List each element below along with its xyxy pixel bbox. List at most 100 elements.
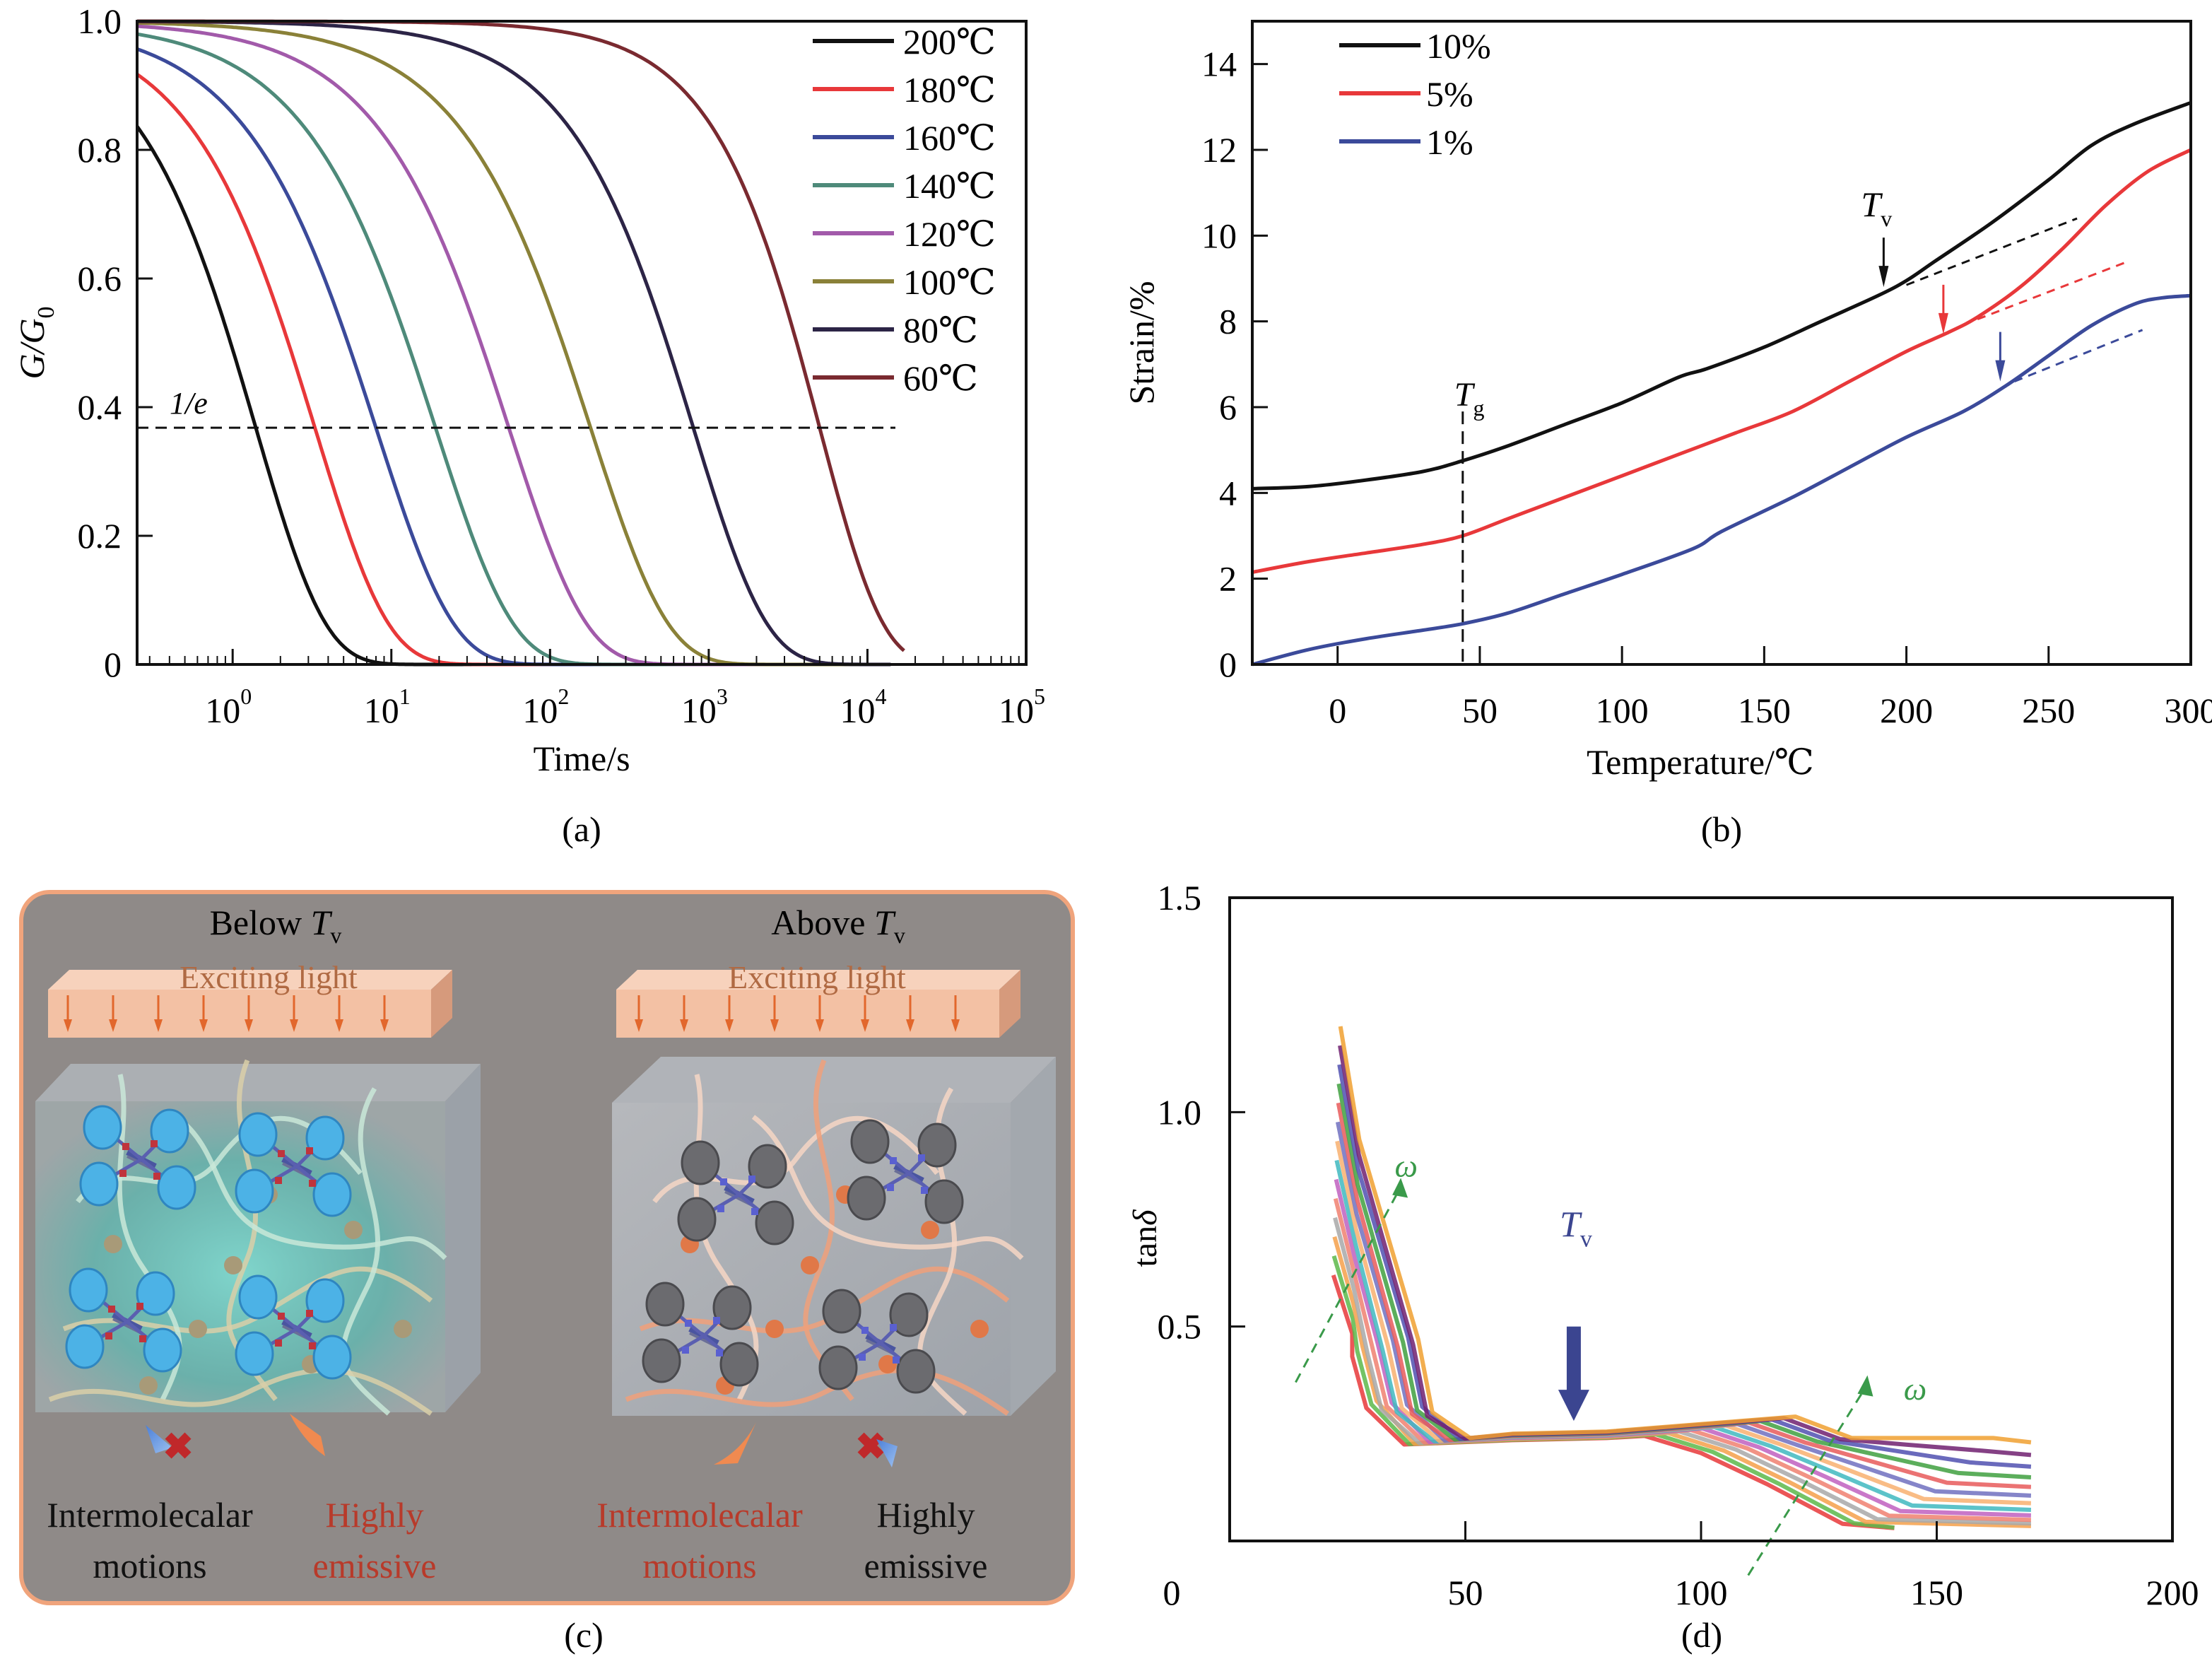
y-tick-label: 4 bbox=[1219, 473, 1237, 512]
crosslink-bead bbox=[801, 1256, 819, 1274]
frequency-series-line-12 bbox=[1338, 1045, 2032, 1458]
crosslink-bead bbox=[344, 1221, 363, 1239]
light-ray-arrowhead-icon bbox=[154, 1019, 163, 1032]
cross-icon: ✖ bbox=[163, 1427, 194, 1467]
series-line-7 bbox=[137, 19, 905, 652]
y-tick-label: 0 bbox=[1219, 645, 1237, 684]
x-tick-label: 100 bbox=[205, 684, 252, 730]
polymer-chain bbox=[625, 1368, 1010, 1416]
x-tick-label: 300 bbox=[2165, 691, 2212, 730]
caption-a: (a) bbox=[562, 809, 601, 849]
x-tick-label: 105 bbox=[999, 684, 1045, 730]
tv-label: Tv bbox=[1560, 1204, 1592, 1252]
y-tick-label: 6 bbox=[1219, 387, 1237, 427]
x-tick-label: 50 bbox=[1462, 691, 1498, 730]
x-axis-label: Time/s bbox=[533, 739, 630, 778]
crosslink-bead bbox=[765, 1320, 784, 1338]
legend-label: 80℃ bbox=[903, 310, 978, 350]
light-source-bar: Exciting light bbox=[48, 959, 452, 1038]
y-tick-label: 1.0 bbox=[1158, 1092, 1202, 1132]
light-source-bar: Exciting light bbox=[616, 959, 1020, 1038]
polymer-chain bbox=[803, 1059, 854, 1402]
above-tv-scene: Above Tv Exciting light ✖ Intermolecalar bbox=[596, 903, 1056, 1585]
x-tick-label: 102 bbox=[522, 684, 569, 730]
light-ray-arrowhead-icon bbox=[64, 1019, 72, 1032]
x-tick-label: 101 bbox=[364, 684, 411, 730]
crosslink-bead bbox=[970, 1320, 989, 1338]
x-tick-label: 200 bbox=[1880, 691, 1933, 730]
blocked-emission-arrow-icon bbox=[876, 1439, 898, 1467]
y-tick-label: 1.5 bbox=[1158, 878, 1202, 918]
emission-arrow-icon bbox=[290, 1414, 325, 1456]
motion-arrow-icon bbox=[714, 1422, 756, 1465]
tv-arrow-icon bbox=[1938, 312, 1948, 334]
legend-label: 160℃ bbox=[903, 118, 996, 158]
below-tv-title: Below Tv bbox=[210, 903, 342, 948]
omega-trend-arrow-right bbox=[1747, 1385, 1867, 1576]
caption-b: (b) bbox=[1701, 809, 1742, 849]
crosslink-bead bbox=[189, 1320, 207, 1338]
emissive-label-line2: emissive bbox=[313, 1546, 437, 1585]
y-tick-label: 8 bbox=[1219, 302, 1237, 341]
x-tick-label: 100 bbox=[1596, 691, 1649, 730]
x-tick-label: 100 bbox=[1675, 1573, 1728, 1612]
polymer-chain bbox=[693, 1074, 759, 1401]
tangent-line bbox=[2013, 329, 2143, 382]
y-tick-label: 1.0 bbox=[78, 1, 122, 41]
y-tick-label: 0.5 bbox=[1158, 1307, 1202, 1347]
motions-label-line1: Intermolecalar bbox=[47, 1495, 253, 1535]
y-axis-label: Strain/% bbox=[1122, 281, 1161, 405]
light-ray-arrowhead-icon bbox=[951, 1019, 960, 1032]
exciting-light-label: Exciting light bbox=[180, 959, 358, 995]
crosslink-bead bbox=[104, 1235, 122, 1253]
cube-above bbox=[612, 1057, 1056, 1416]
series-line-4 bbox=[136, 24, 784, 667]
tv-arrow-icon bbox=[1558, 1390, 1589, 1421]
legend: 10% 5% 1% bbox=[1339, 26, 1491, 162]
polymer-chain bbox=[175, 1115, 447, 1260]
reference-label-1e: 1/e bbox=[170, 386, 208, 421]
panel-c-illustration: Below Tv Exciting light ✖ Intermolecalar bbox=[19, 890, 1075, 1655]
x-tick-label: 150 bbox=[1738, 691, 1791, 730]
panel-b-strain-chart: Tg Tv 0 50 100 150 200 250 300 0 2 4 6 8 10 12 14 10% 5… bbox=[1122, 20, 2212, 849]
crosslink-bead bbox=[394, 1320, 412, 1338]
series-line-2 bbox=[1252, 293, 2192, 667]
exciting-light-label: Exciting light bbox=[728, 959, 906, 995]
tv-label: Tv bbox=[1861, 184, 1892, 231]
crosslink-bead bbox=[878, 1355, 897, 1373]
light-ray-arrowhead-icon bbox=[816, 1019, 824, 1032]
light-ray-arrowhead-icon bbox=[725, 1019, 734, 1032]
below-tv-outcomes: ✖ Intermolecalar motions Highly emissive bbox=[47, 1414, 436, 1585]
x-axis-label: Temperature/℃ bbox=[1587, 742, 1814, 782]
x-tick-label: 200 bbox=[2146, 1573, 2199, 1612]
y-tick-label: 2 bbox=[1219, 559, 1237, 599]
light-arrows bbox=[64, 995, 389, 1032]
y-tick-label: 0.4 bbox=[78, 387, 122, 427]
crosslink-bead bbox=[224, 1256, 242, 1274]
y-tick-label: 12 bbox=[1201, 130, 1237, 170]
frequency-series-line-4 bbox=[1333, 1197, 2031, 1523]
omega-trend-arrow-left bbox=[1295, 1188, 1401, 1383]
tg-label: Tg bbox=[1454, 376, 1485, 421]
x-tick-label: 50 bbox=[1448, 1573, 1483, 1612]
light-ray-arrowhead-icon bbox=[109, 1019, 117, 1032]
crosslink-bead bbox=[139, 1376, 158, 1395]
panel-d-tandelta-chart: ω ω Tv 0 50 100 150 200 0.5 1.0 1.5 tanδ (d) bbox=[1126, 878, 2199, 1655]
motions-label-line2: motions bbox=[93, 1546, 206, 1585]
y-tick-label: 0.8 bbox=[78, 130, 122, 170]
omega-label: ω bbox=[1904, 1371, 1926, 1407]
tv-arrow-icon bbox=[1878, 266, 1889, 288]
legend-label: 1% bbox=[1426, 122, 1473, 162]
below-tv-scene: Below Tv Exciting light ✖ Intermolecalar bbox=[35, 903, 481, 1585]
emissive-label-line1: Highly bbox=[877, 1495, 975, 1535]
series-line-2 bbox=[136, 47, 646, 667]
tpe-molecule-icon bbox=[235, 1274, 352, 1380]
panel-a-relaxation-chart: 1/e 100 101 102 103 104 105 00.20.40.60.81.0 … bbox=[12, 1, 1045, 849]
frequency-series-line-11 bbox=[1337, 1064, 2032, 1469]
tpe-molecule-icon bbox=[818, 1289, 936, 1394]
series-line-0 bbox=[1252, 100, 2192, 491]
polymer-chain bbox=[751, 1115, 1024, 1260]
tangent-line bbox=[1977, 260, 2129, 321]
legend-label: 100℃ bbox=[903, 262, 996, 302]
y-tick-label: 14 bbox=[1201, 45, 1237, 84]
